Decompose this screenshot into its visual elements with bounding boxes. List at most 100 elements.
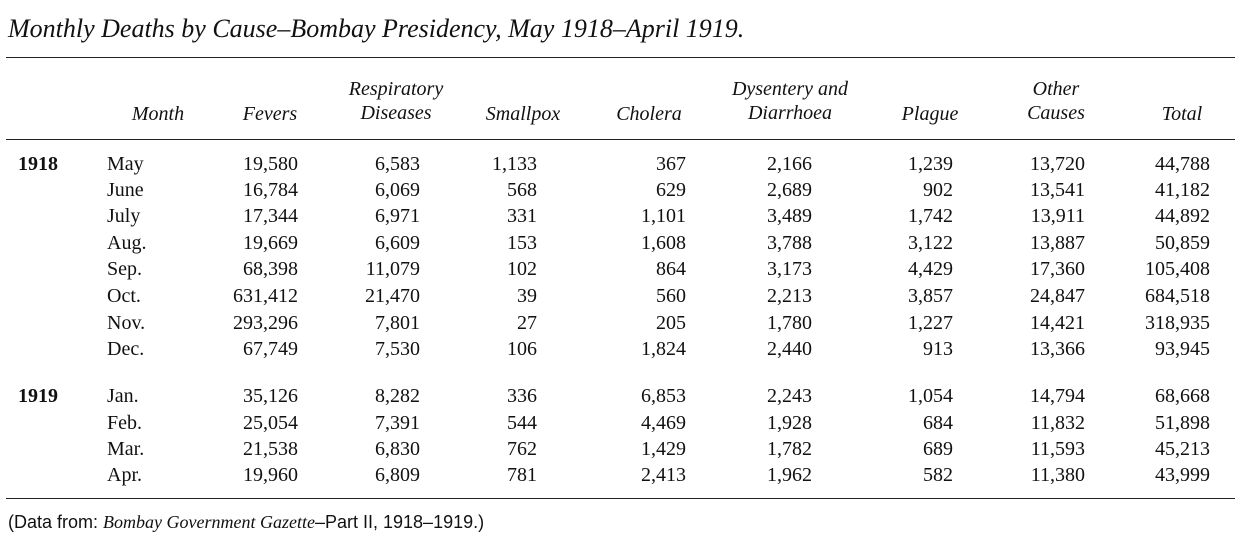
value-cell-total: 68,668	[1155, 385, 1210, 407]
value-cell-smallpox: 27	[517, 312, 537, 334]
value-cell-fevers: 19,960	[243, 464, 298, 486]
year-label: 1918	[18, 153, 58, 175]
value-cell-plague: 1,742	[908, 205, 953, 227]
value-cell-dysentery: 2,213	[767, 285, 812, 307]
column-header-cholera: Cholera	[616, 103, 682, 125]
value-cell-cholera: 1,608	[641, 232, 686, 254]
value-cell-smallpox: 781	[507, 464, 537, 486]
column-header-respiratory-line2: Diseases	[360, 102, 432, 124]
value-cell-cholera: 864	[656, 258, 686, 280]
month-cell: July	[107, 205, 141, 227]
value-cell-plague: 3,122	[908, 232, 953, 254]
value-cell-total: 41,182	[1155, 179, 1210, 201]
value-cell-total: 51,898	[1155, 412, 1210, 434]
value-cell-cholera: 6,853	[641, 385, 686, 407]
value-cell-total: 318,935	[1145, 312, 1210, 334]
column-header-dysentery-line2: Diarrhoea	[747, 102, 833, 124]
value-cell-fevers: 17,344	[243, 205, 298, 227]
column-header-smallpox: Smallpox	[485, 103, 561, 125]
source-publication: Bombay Government Gazette	[103, 512, 315, 532]
value-cell-smallpox: 106	[507, 338, 537, 360]
value-cell-respiratory: 6,809	[375, 464, 420, 486]
month-cell: June	[107, 179, 144, 201]
bottom-rule	[6, 498, 1235, 499]
value-cell-dysentery: 2,440	[767, 338, 812, 360]
value-cell-other: 24,847	[1030, 285, 1085, 307]
value-cell-respiratory: 21,470	[365, 285, 420, 307]
value-cell-other: 11,832	[1030, 412, 1085, 434]
value-cell-smallpox: 331	[507, 205, 537, 227]
value-cell-other: 14,421	[1030, 312, 1085, 334]
month-cell: Sep.	[107, 258, 142, 280]
value-cell-plague: 1,054	[908, 385, 953, 407]
month-cell: Feb.	[107, 412, 142, 434]
value-cell-fevers: 35,126	[243, 385, 298, 407]
value-cell-total: 105,408	[1145, 258, 1210, 280]
value-cell-respiratory: 11,079	[365, 258, 420, 280]
value-cell-cholera: 1,429	[641, 438, 686, 460]
value-cell-respiratory: 6,971	[375, 205, 420, 227]
value-cell-plague: 913	[923, 338, 953, 360]
value-cell-smallpox: 336	[507, 385, 537, 407]
month-cell: Apr.	[107, 464, 142, 486]
value-cell-dysentery: 1,780	[767, 312, 812, 334]
month-cell: Nov.	[107, 312, 146, 334]
month-cell: Oct.	[107, 285, 141, 307]
value-cell-fevers: 68,398	[243, 258, 298, 280]
value-cell-plague: 4,429	[908, 258, 953, 280]
value-cell-other: 13,366	[1030, 338, 1085, 360]
value-cell-total: 50,859	[1155, 232, 1210, 254]
column-header-plague: Plague	[901, 103, 959, 125]
value-cell-respiratory: 7,391	[375, 412, 420, 434]
value-cell-dysentery: 2,166	[767, 153, 812, 175]
value-cell-total: 45,213	[1155, 438, 1210, 460]
value-cell-total: 44,892	[1155, 205, 1210, 227]
value-cell-cholera: 1,824	[641, 338, 686, 360]
value-cell-cholera: 367	[656, 153, 686, 175]
header-rule	[6, 139, 1235, 140]
value-cell-plague: 902	[923, 179, 953, 201]
table-title: Monthly Deaths by Cause–Bombay Presidenc…	[8, 14, 745, 43]
value-cell-respiratory: 6,069	[375, 179, 420, 201]
value-cell-fevers: 631,412	[233, 285, 298, 307]
column-header-month: Month	[131, 103, 185, 125]
value-cell-cholera: 1,101	[641, 205, 686, 227]
value-cell-fevers: 293,296	[233, 312, 298, 334]
value-cell-other: 13,887	[1030, 232, 1085, 254]
value-cell-dysentery: 1,782	[767, 438, 812, 460]
value-cell-respiratory: 6,830	[375, 438, 420, 460]
value-cell-smallpox: 762	[507, 438, 537, 460]
value-cell-other: 14,794	[1030, 385, 1085, 407]
value-cell-plague: 1,239	[908, 153, 953, 175]
value-cell-total: 93,945	[1155, 338, 1210, 360]
value-cell-dysentery: 2,689	[767, 179, 812, 201]
value-cell-total: 44,788	[1155, 153, 1210, 175]
value-cell-cholera: 2,413	[641, 464, 686, 486]
source-prefix: (Data from:	[8, 512, 104, 532]
value-cell-dysentery: 3,173	[767, 258, 812, 280]
year-label: 1919	[18, 385, 58, 407]
value-cell-dysentery: 2,243	[767, 385, 812, 407]
value-cell-other: 11,593	[1030, 438, 1085, 460]
top-rule	[6, 57, 1235, 58]
value-cell-plague: 689	[923, 438, 953, 460]
value-cell-cholera: 4,469	[641, 412, 686, 434]
column-header-dysentery-line1: Dysentery and	[731, 78, 849, 100]
value-cell-respiratory: 6,609	[375, 232, 420, 254]
value-cell-smallpox: 39	[517, 285, 537, 307]
value-cell-other: 11,380	[1030, 464, 1085, 486]
value-cell-respiratory: 7,801	[375, 312, 420, 334]
value-cell-fevers: 21,538	[243, 438, 298, 460]
source-note: (Data from: Bombay Government Gazette–Pa…	[8, 512, 484, 533]
value-cell-plague: 3,857	[908, 285, 953, 307]
value-cell-plague: 582	[923, 464, 953, 486]
value-cell-respiratory: 8,282	[375, 385, 420, 407]
value-cell-dysentery: 3,788	[767, 232, 812, 254]
value-cell-cholera: 629	[656, 179, 686, 201]
value-cell-other: 17,360	[1030, 258, 1085, 280]
value-cell-cholera: 560	[656, 285, 686, 307]
value-cell-fevers: 16,784	[243, 179, 298, 201]
value-cell-dysentery: 1,962	[767, 464, 812, 486]
month-cell: Aug.	[107, 232, 147, 254]
value-cell-fevers: 19,669	[243, 232, 298, 254]
